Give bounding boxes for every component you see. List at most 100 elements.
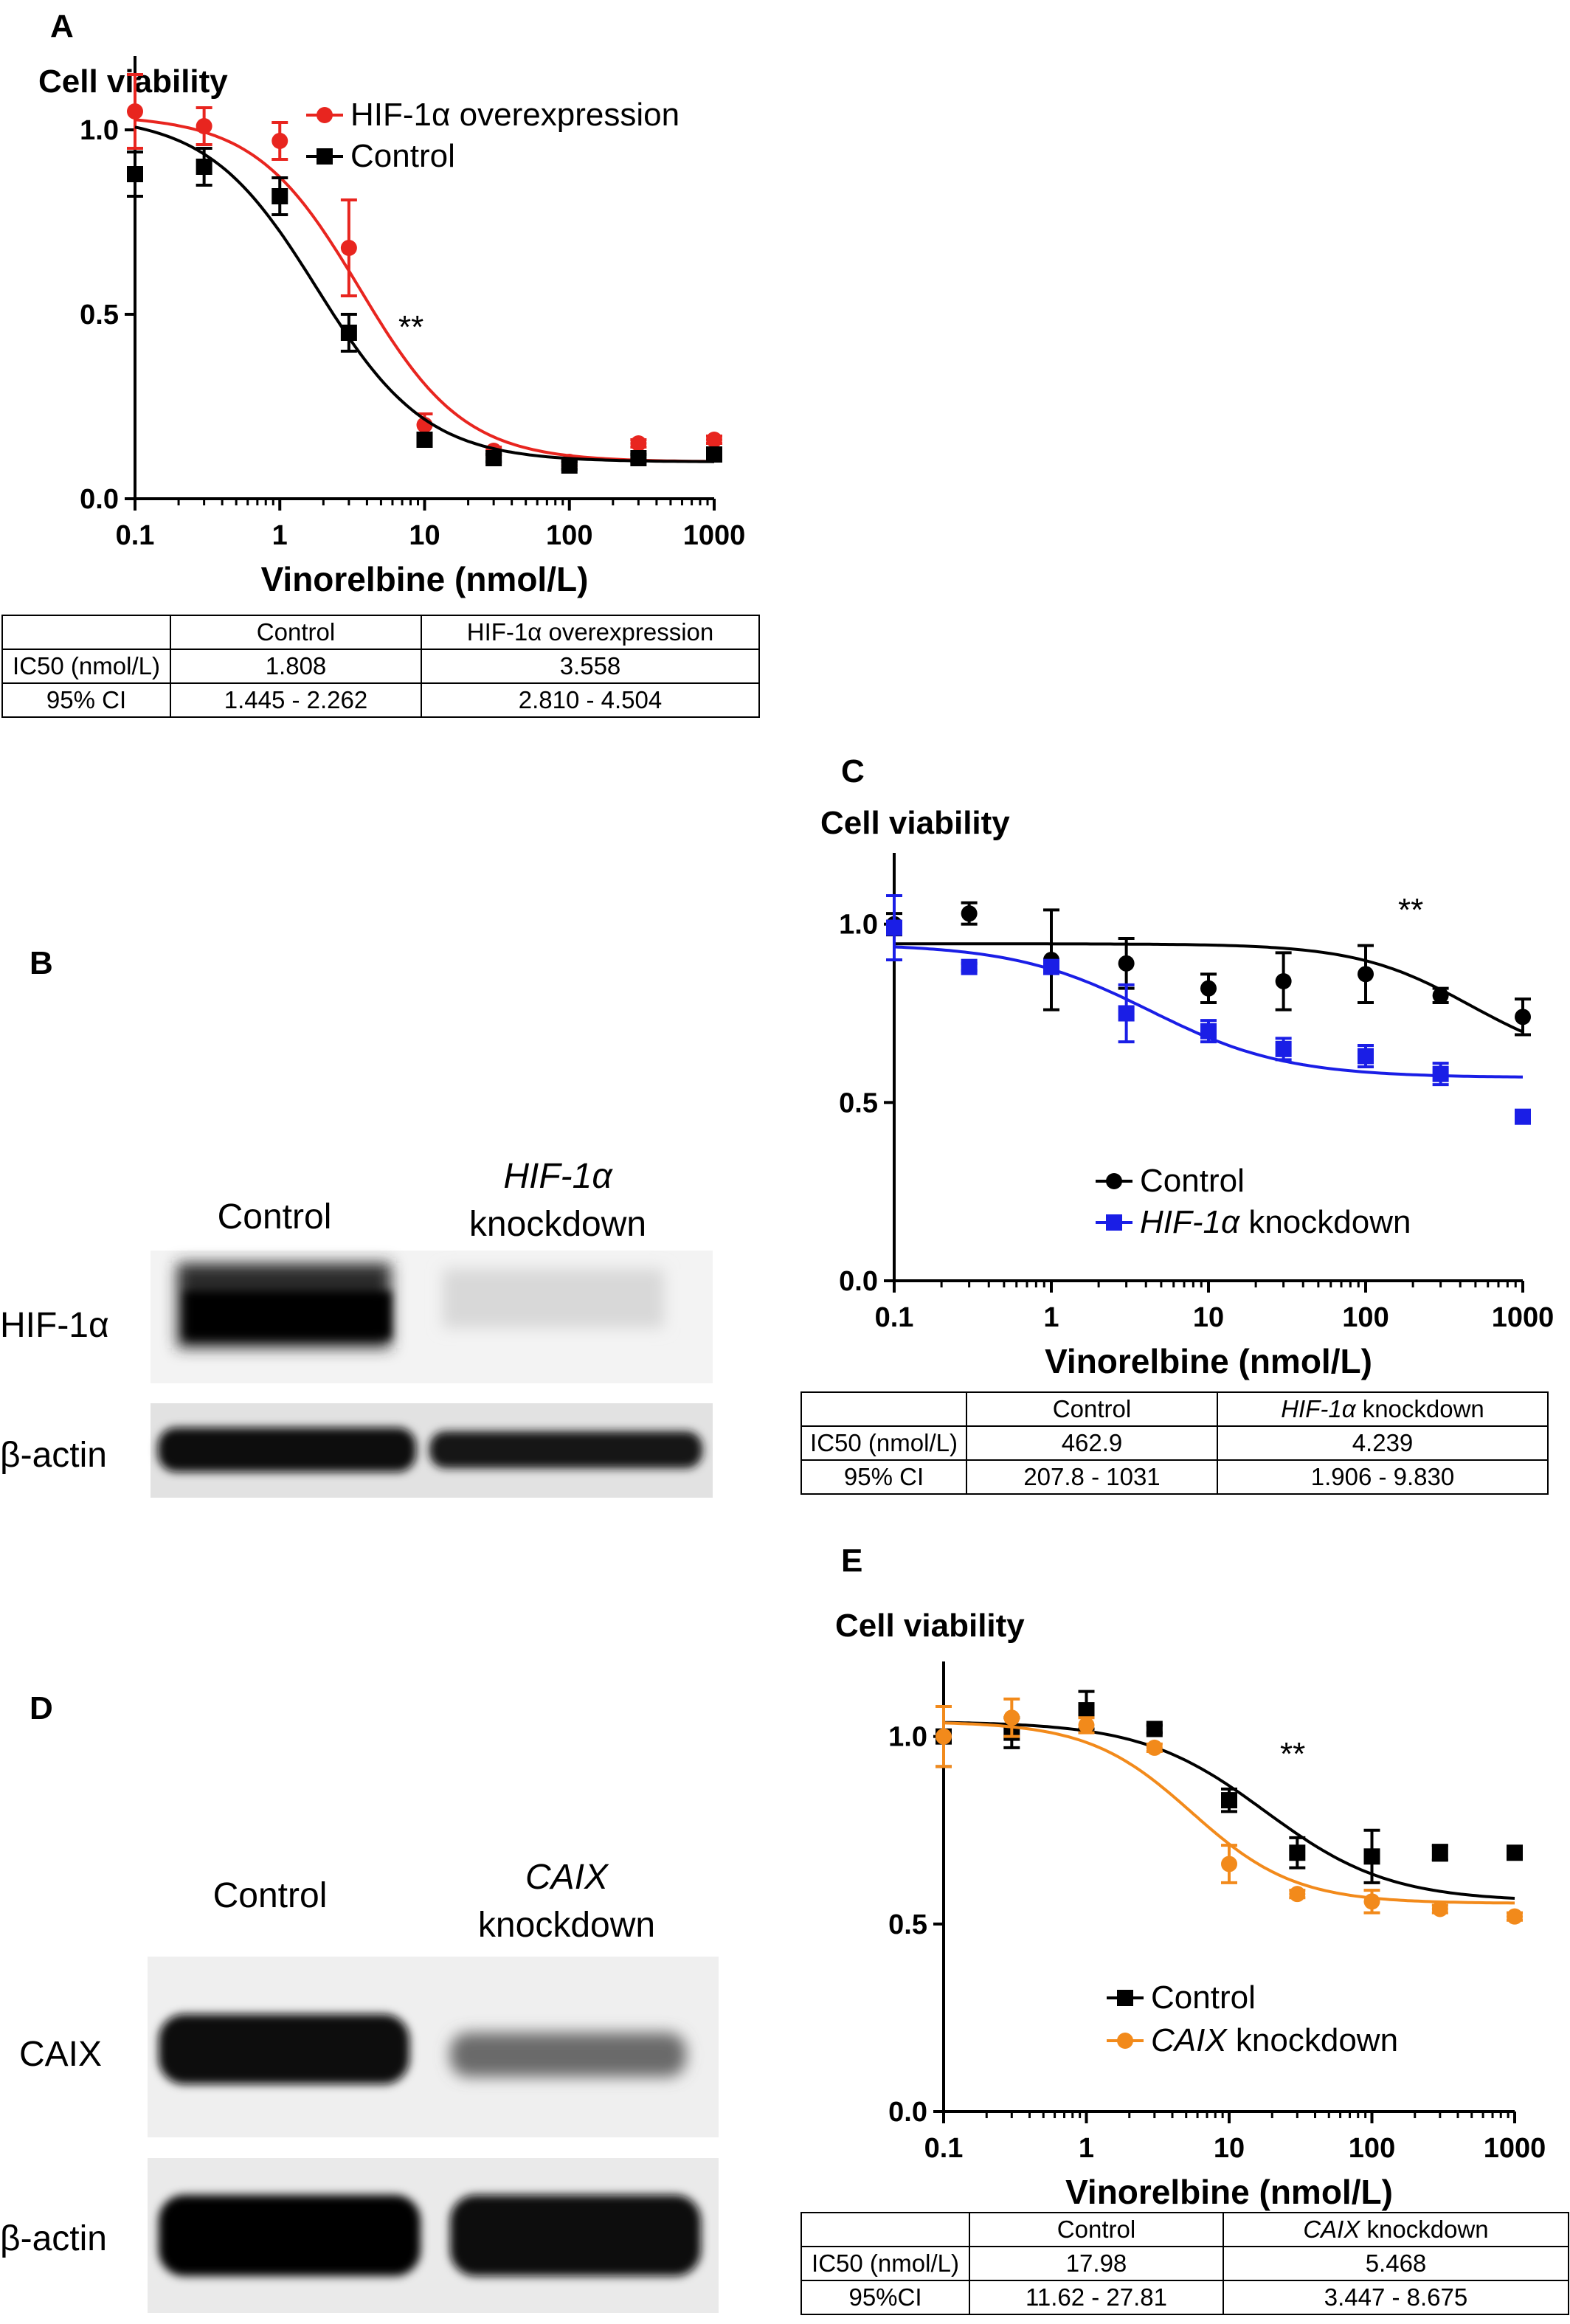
table-e-ic50-knockdown: 5.468 [1223, 2246, 1569, 2281]
chart-a-data-point [127, 103, 143, 120]
table-e-ci-row: 95%CI 11.62 - 27.81 3.447 - 8.675 [800, 2280, 1569, 2315]
chart-a-data-point [272, 133, 288, 149]
chart-a-x-tick-label: 100 [546, 520, 592, 551]
table-e-ic50-control: 17.98 [969, 2246, 1224, 2281]
chart-e-y-tick-label: 1.0 [888, 1722, 927, 1753]
legend-marker [1117, 1990, 1133, 2006]
chart-c-significance: ** [1398, 892, 1423, 928]
chart-a-x-label: Vinorelbine (nmol/L) [261, 560, 589, 598]
chart-c-y-tick-label: 0.5 [839, 1087, 878, 1118]
legend-label: HIF-1α overexpression [350, 97, 679, 133]
table-e-ci-knockdown: 3.447 - 8.675 [1223, 2280, 1569, 2315]
blot-b-hif1a-band-knockdown [443, 1269, 664, 1328]
table-e-head-gene: CAIX [1303, 2215, 1360, 2243]
chart-a-fit-curve [134, 125, 715, 463]
legend-label: Control [350, 138, 455, 174]
legend-marker [1106, 1173, 1122, 1189]
chart-c-data-point [1118, 1005, 1135, 1022]
chart-a: Cell viability 0.1 1 10 100 1000 0.0 0.5 1.0 Vino… [38, 56, 745, 598]
chart-a-x-tick-label: 0.1 [116, 520, 155, 551]
chart-a-x-tick-label: 1000 [683, 520, 746, 551]
table-c-ci-knockdown: 1.906 - 9.830 [1217, 1459, 1549, 1495]
chart-e-data-point [1363, 1848, 1380, 1865]
chart-a-x-tick-label: 10 [409, 520, 440, 551]
chart-e-significance: ** [1280, 1736, 1305, 1772]
chart-a-x-tick-label: 1 [272, 520, 288, 551]
chart-e-data-point [1078, 1702, 1095, 1719]
table-a-head-overexpression: HIF-1α overexpression [421, 615, 760, 650]
chart-e-legend-item: CAIX knockdown [1107, 2022, 1398, 2058]
chart-c-x-tick-label: 0.1 [875, 1302, 914, 1333]
chart-c-data-point [1118, 955, 1135, 972]
chart-c-x-tick-label: 100 [1342, 1302, 1389, 1333]
table-e-head-control: Control [969, 2212, 1224, 2247]
chart-c-data-point [1200, 1023, 1217, 1040]
table-c-ic50-knockdown: 4.239 [1217, 1425, 1549, 1461]
chart-a-y-tick-label: 0.0 [80, 484, 119, 515]
chart-c-data-point [1432, 1065, 1449, 1082]
blot-b-lane-knockdown-label: knockdown [469, 1205, 646, 1244]
legend-suffix: knockdown [1239, 1204, 1411, 1240]
chart-c-legend-item: Control [1096, 1163, 1245, 1199]
table-a-ic50-row: IC50 (nmol/L) 1.808 3.558 [1, 649, 760, 684]
table-a-ci-control: 1.445 - 2.262 [170, 682, 422, 718]
chart-a-data-point [127, 166, 143, 182]
blot-d-lane-knockdown-gene: CAIX [525, 1858, 609, 1897]
chart-a-y-tick-label: 1.0 [80, 115, 119, 146]
chart-a-significance: ** [398, 309, 423, 345]
chart-c-data-point [1358, 1048, 1374, 1065]
chart-c-data-point [1358, 966, 1374, 983]
table-c-header-row: Control HIF-1α knockdown [800, 1391, 1549, 1427]
chart-e-data-point [1146, 1739, 1163, 1756]
chart-e-title: Cell viability [835, 1608, 1025, 1644]
chart-c-x-tick-label: 1000 [1492, 1302, 1555, 1333]
table-a-header-row: Control HIF-1α overexpression [1, 615, 760, 650]
chart-e-data-point [936, 1728, 952, 1745]
table-e-ic50-label: IC50 (nmol/L) [800, 2246, 970, 2281]
chart-c-data-point [1275, 973, 1292, 989]
chart-a-data-point [416, 432, 433, 448]
table-e-corner [800, 2212, 970, 2247]
chart-e-data-point [1078, 1717, 1095, 1734]
chart-e-data-point [1431, 1901, 1448, 1917]
table-c-head-control: Control [966, 1391, 1218, 1427]
blot-d-actin-band-control [159, 2195, 421, 2276]
chart-a-data-point [340, 325, 357, 341]
table-e-ic50-row: IC50 (nmol/L) 17.98 5.468 [800, 2246, 1569, 2281]
chart-e-legend-item: Control [1107, 1979, 1256, 2016]
table-c-corner [800, 1391, 967, 1427]
chart-a-data-point [706, 446, 722, 463]
chart-c-x-tick-label: 1 [1043, 1302, 1059, 1333]
chart-e-x-tick-label: 10 [1214, 2133, 1245, 2164]
chart-e-data-point [1289, 1844, 1306, 1861]
chart-c-x-tick-label: 10 [1193, 1302, 1224, 1333]
chart-e-series-2 [936, 1697, 1523, 1925]
western-blot-b: Control HIF-1α knockdown HIF-1α β-actin [0, 1157, 713, 1498]
chart-e-data-point [1003, 1709, 1020, 1726]
ic50-table-a: Control HIF-1α overexpression IC50 (nmol… [1, 615, 760, 718]
blot-d-lane-knockdown-label: knockdown [478, 1906, 655, 1945]
chart-c-data-point [1432, 987, 1449, 1004]
chart-c-data-point [1043, 958, 1059, 975]
chart-e-data-point [1507, 1908, 1523, 1925]
table-c-ic50-control: 462.9 [966, 1425, 1218, 1461]
chart-c-fit-curve [893, 945, 1523, 1079]
chart-e-x-tick-label: 0.1 [924, 2133, 964, 2164]
table-a-ci-row: 95% CI 1.445 - 2.262 2.810 - 4.504 [1, 682, 760, 718]
panel-label-d: D [30, 1690, 53, 1726]
charts-layer: Cell viability 0.1 1 10 100 1000 0.0 0.5 1.0 Vino… [38, 56, 1554, 2211]
chart-e-x-tick-label: 1 [1079, 2133, 1094, 2164]
chart-e-data-point [1431, 1844, 1448, 1861]
table-a-corner [1, 615, 171, 650]
table-c-ci-row: 95% CI 207.8 - 1031 1.906 - 9.830 [800, 1459, 1549, 1495]
chart-a-y-tick-label: 0.5 [80, 300, 119, 331]
chart-e-data-point [1289, 1886, 1306, 1903]
blot-b-row-hif1a: HIF-1α [0, 1306, 109, 1345]
panel-label-a: A [50, 8, 74, 44]
table-e-ci-label: 95%CI [800, 2280, 970, 2315]
chart-a-data-point [485, 450, 502, 466]
table-a-head-control: Control [170, 615, 422, 650]
chart-c-data-point [886, 919, 902, 936]
chart-e-data-point [1146, 1720, 1163, 1737]
table-c-ci-control: 207.8 - 1031 [966, 1459, 1218, 1495]
